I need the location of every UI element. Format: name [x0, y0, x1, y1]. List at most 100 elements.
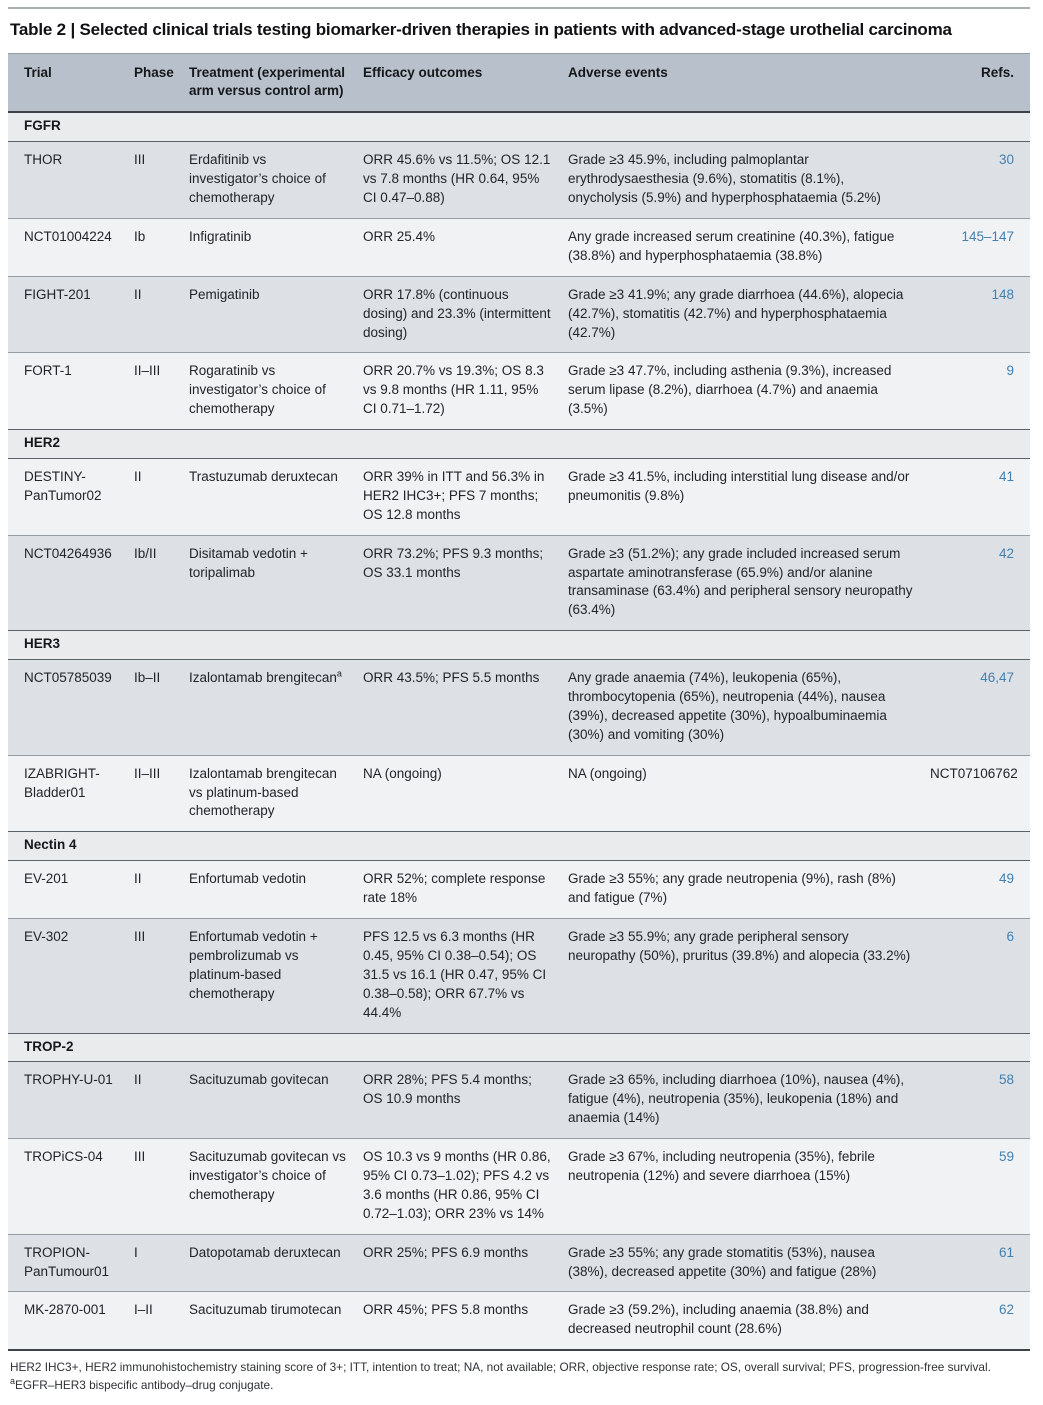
table-title: Table 2 | Selected clinical trials testi…: [10, 20, 952, 39]
treatment-footnote-marker: a: [336, 668, 342, 679]
efficacy-cell: ORR 45.6% vs 11.5%; OS 12.1 vs 7.8 month…: [363, 152, 551, 206]
table-header: Trial Phase Treatment (experimental arm …: [8, 53, 1030, 114]
refs-cell: 9: [930, 353, 1030, 430]
treatment-cell: Trastuzumab deruxtecan: [189, 469, 338, 485]
refs-cell: 62: [930, 1292, 1030, 1350]
refs-cell: 30: [930, 142, 1030, 219]
trial-cell: EV-201: [24, 871, 69, 887]
treatment-cell: Datopotamab deruxtecan: [189, 1244, 341, 1260]
adverse-events-cell: Grade ≥3 67%, including neutropenia (35%…: [568, 1149, 875, 1183]
col-header-efficacy: Efficacy outcomes: [363, 53, 568, 114]
reference-link[interactable]: 62: [998, 1302, 1014, 1318]
treatment-cell: Enfortumab vedotin + pembrolizumab vs pl…: [189, 929, 318, 1001]
trial-cell: TROPHY-U-01: [24, 1072, 113, 1088]
section-header-label: HER2: [8, 429, 1030, 459]
treatment-cell: Erdafitinib vs investigator’s choice of …: [189, 152, 326, 206]
reference-link[interactable]: 49: [998, 871, 1014, 887]
adverse-events-cell: Grade ≥3 55%; any grade neutropenia (9%)…: [568, 871, 896, 906]
efficacy-cell: ORR 43.5%; PFS 5.5 months: [363, 670, 540, 686]
phase-cell: Ib: [134, 229, 146, 244]
phase-cell: III: [134, 929, 146, 945]
section-header-row: HER3: [8, 630, 1030, 660]
reference-link[interactable]: 42: [998, 545, 1014, 561]
refs-cell: 49: [930, 861, 1030, 919]
adverse-events-cell: Grade ≥3 45.9%, including palmoplantar e…: [568, 152, 881, 206]
treatment-cell: Disitamab vedotin + toripalimab: [189, 545, 308, 580]
phase-cell: II: [134, 1072, 142, 1088]
table-footnotes: HER2 IHC3+, HER2 immunohistochemistry st…: [10, 1358, 1030, 1405]
adverse-events-cell: Grade ≥3 (51.2%); any grade included inc…: [568, 545, 913, 618]
efficacy-cell: ORR 25.4%: [363, 229, 436, 244]
trial-cell: NCT04264936: [24, 545, 112, 561]
reference-link[interactable]: 145–147: [961, 229, 1014, 244]
efficacy-cell: ORR 17.8% (continuous dosing) and 23.3% …: [363, 286, 551, 340]
section-header-row: Nectin 4: [8, 831, 1030, 861]
section-header-row: TROP-2: [8, 1033, 1030, 1062]
trial-row: IZABRIGHT-Bladder01 II–III Izalontamab bre…: [8, 755, 1030, 832]
trial-cell: DESTINY-PanTumor02: [24, 469, 102, 503]
phase-cell: I: [134, 1244, 138, 1260]
reference-text: NCT07106762: [930, 765, 1018, 781]
trial-cell: NCT01004224: [24, 229, 112, 244]
refs-cell: 58: [930, 1062, 1030, 1139]
refs-cell: 145–147: [930, 219, 1030, 277]
trial-cell: FORT-1: [24, 363, 72, 379]
reference-link[interactable]: 41: [998, 469, 1014, 485]
efficacy-cell: ORR 73.2%; PFS 9.3 months; OS 33.1 month…: [363, 545, 544, 580]
phase-cell: Ib/II: [134, 545, 157, 561]
phase-cell: II–III: [134, 363, 161, 379]
reference-link[interactable]: 9: [1006, 363, 1014, 379]
phase-cell: Ib–II: [134, 670, 161, 686]
refs-cell: 59: [930, 1139, 1030, 1235]
section-header-row: HER2: [8, 429, 1030, 459]
efficacy-cell: OS 10.3 vs 9 months (HR 0.86, 95% CI 0.7…: [363, 1149, 551, 1221]
adverse-events-cell: Grade ≥3 65%, including diarrhoea (10%),…: [568, 1072, 905, 1126]
trial-row: NCT01004224 Ib Infigratinib ORR 25.4% Any gr…: [8, 218, 1030, 277]
adverse-events-cell: Grade ≥3 41.9%; any grade diarrhoea (44.…: [568, 286, 904, 340]
reference-link[interactable]: 59: [998, 1149, 1014, 1165]
reference-link[interactable]: 30: [998, 152, 1014, 168]
trial-cell: IZABRIGHT-Bladder01: [24, 765, 100, 800]
section-header-label: TROP-2: [8, 1033, 1030, 1062]
phase-cell: II: [134, 871, 142, 887]
col-header-refs: Refs.: [930, 53, 1030, 114]
efficacy-cell: ORR 52%; complete response rate 18%: [363, 871, 546, 906]
table-body: FGFR THOR III Erdafitinib vs investigator’s…: [8, 112, 1030, 1351]
phase-cell: I–II: [134, 1302, 153, 1318]
treatment-cell: Infigratinib: [189, 229, 252, 244]
col-header-phase: Phase: [134, 53, 189, 114]
reference-link[interactable]: 58: [998, 1072, 1014, 1088]
reference-link[interactable]: 61: [998, 1244, 1014, 1260]
refs-cell: 42: [930, 535, 1030, 631]
refs-cell: 41: [930, 459, 1030, 536]
trial-row: TROPHY-U-01 II Sacituzumab govitecan ORR 28…: [8, 1061, 1030, 1139]
reference-link[interactable]: 148: [991, 286, 1014, 302]
clinical-trials-table: Trial Phase Treatment (experimental arm …: [8, 53, 1030, 1352]
trial-row: TROPION-PanTumour01 I Datopotamab deruxtec…: [8, 1234, 1030, 1292]
adverse-events-cell: Any grade increased serum creatinine (40…: [568, 229, 895, 263]
efficacy-cell: ORR 20.7% vs 19.3%; OS 8.3 vs 9.8 months…: [363, 363, 544, 417]
reference-link[interactable]: 6: [1006, 929, 1014, 945]
refs-cell: 46,47: [930, 660, 1030, 756]
trial-cell: TROPiCS-04: [24, 1149, 103, 1165]
trial-row: MK-2870-001 I–II Sacituzumab tirumotecan OR…: [8, 1291, 1030, 1351]
efficacy-cell: NA (ongoing): [363, 765, 442, 781]
treatment-cell: Sacituzumab tirumotecan: [189, 1302, 342, 1318]
trial-row: NCT04264936 Ib/II Disitamab vedotin + tori…: [8, 535, 1030, 631]
col-header-treatment: Treatment (experimental arm versus contr…: [189, 53, 363, 114]
trial-cell: THOR: [24, 152, 63, 168]
trial-row: DESTINY-PanTumor02 II Trastuzumab deruxtec…: [8, 458, 1030, 536]
col-header-trial: Trial: [8, 53, 134, 114]
efficacy-cell: PFS 12.5 vs 6.3 months (HR 0.45, 95% CI …: [363, 929, 547, 1020]
adverse-events-cell: Grade ≥3 55.9%; any grade peripheral sen…: [568, 929, 911, 963]
reference-link[interactable]: 46,47: [980, 670, 1014, 686]
efficacy-cell: ORR 39% in ITT and 56.3% in HER2 IHC3+; …: [363, 469, 545, 522]
treatment-cell: Rogaratinib vs investigator’s choice of …: [189, 363, 326, 417]
adverse-events-cell: Grade ≥3 41.5%, including interstitial l…: [568, 469, 910, 503]
phase-cell: III: [134, 1149, 146, 1165]
treatment-cell: Pemigatinib: [189, 286, 260, 302]
phase-cell: II: [134, 286, 142, 302]
phase-cell: III: [134, 152, 146, 168]
phase-cell: II: [134, 469, 142, 485]
